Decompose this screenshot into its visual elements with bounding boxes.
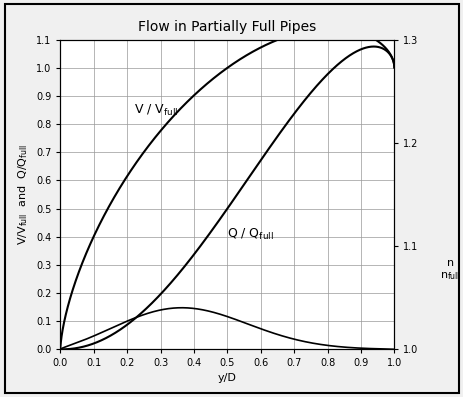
- X-axis label: y/D: y/D: [218, 372, 236, 383]
- Text: Q / Q$_\mathregular{full}$: Q / Q$_\mathregular{full}$: [227, 227, 274, 242]
- Text: V / V$_\mathregular{full}$: V / V$_\mathregular{full}$: [133, 103, 178, 118]
- Y-axis label: V/V$_\mathregular{full}$  and  Q/Q$_\mathregular{full}$: V/V$_\mathregular{full}$ and Q/Q$_\mathr…: [17, 144, 30, 245]
- Text: n
$\mathregular{n_{full}}$: n $\mathregular{n_{full}}$: [439, 258, 459, 281]
- Title: Flow in Partially Full Pipes: Flow in Partially Full Pipes: [138, 20, 316, 35]
